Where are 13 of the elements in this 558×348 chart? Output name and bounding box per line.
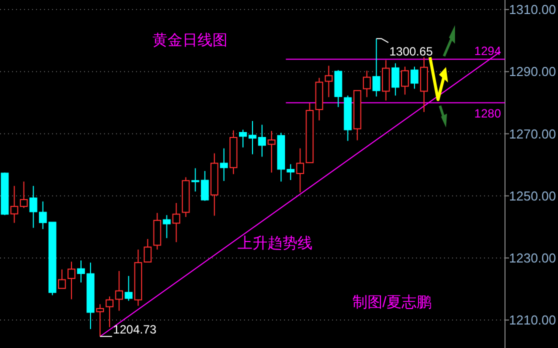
- annotation: 制图/夏志鹏: [352, 294, 432, 311]
- y-tick-label: 1210.00: [509, 312, 556, 328]
- annotation: 上升趋势线: [238, 235, 312, 252]
- ref-line-label: 1280: [474, 106, 502, 121]
- text: 黄金日线图: [152, 32, 228, 49]
- y-tick-label: 1310.00: [509, 2, 556, 18]
- y-tick-label: 1250.00: [509, 188, 556, 204]
- annotation: 1204.73: [113, 322, 157, 336]
- ref-line-label: 1294: [474, 44, 502, 58]
- y-tick-label: 1270.00: [509, 126, 556, 142]
- annotation: 1300.65: [389, 44, 434, 59]
- y-tick-label: 1290.00: [509, 64, 556, 80]
- y-tick-label: 1230.00: [509, 250, 556, 266]
